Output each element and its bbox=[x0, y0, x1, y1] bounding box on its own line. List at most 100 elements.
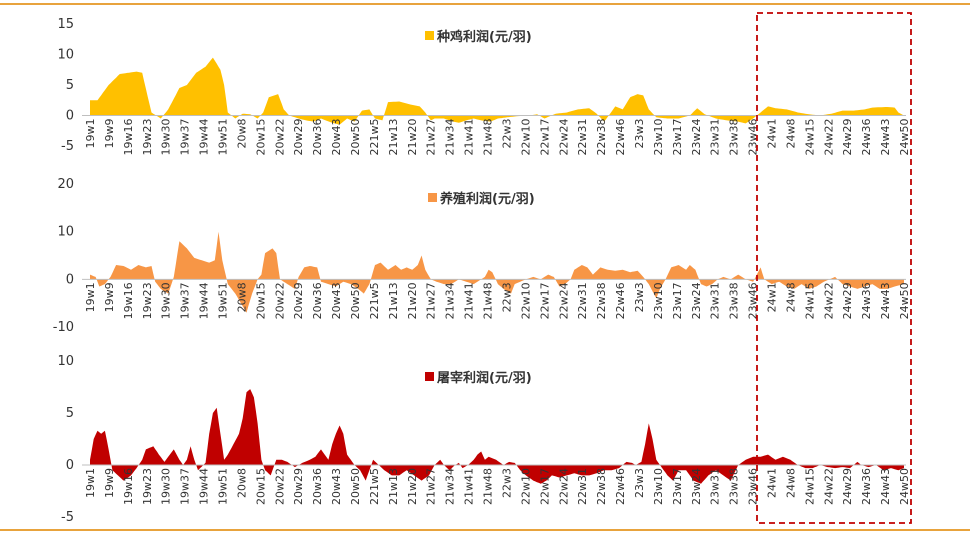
x-tick-label: 23w10 bbox=[652, 119, 665, 156]
x-tick-label: 221w5 bbox=[368, 282, 381, 319]
x-tick-label: 24w50 bbox=[898, 282, 911, 319]
x-tick-label: 22w46 bbox=[614, 468, 627, 505]
x-tick-label: 24w22 bbox=[822, 468, 835, 505]
x-tick-label: 19w23 bbox=[141, 119, 154, 156]
x-tick-label: 24w36 bbox=[860, 119, 873, 156]
y-tick-label: -5 bbox=[61, 139, 74, 154]
x-tick-label: 20w15 bbox=[254, 282, 267, 319]
x-tick-label: 19w44 bbox=[198, 468, 211, 505]
x-tick-label: 20w22 bbox=[273, 282, 286, 319]
x-tick-label: 20w50 bbox=[349, 468, 362, 505]
x-tick-label: 20w15 bbox=[254, 468, 267, 505]
x-tick-label: 21w41 bbox=[463, 119, 476, 156]
x-tick-label: 21w34 bbox=[444, 282, 457, 319]
x-tick-label: 23w38 bbox=[728, 282, 741, 319]
x-tick-label: 22w3 bbox=[500, 118, 513, 148]
y-tick-label: 10 bbox=[57, 354, 74, 369]
x-tick-label: 19w1 bbox=[84, 119, 97, 149]
chart-panel-slaughter-profit: 10 5 0 -5 19w1 19w9 19w16 19w23 19w30 19w37 19w44 1… bbox=[57, 354, 911, 525]
y-tick-label: 5 bbox=[66, 78, 74, 93]
x-tick-label: 23w38 bbox=[728, 119, 741, 156]
x-tick-label: 23w3 bbox=[633, 282, 646, 312]
y-tick-label: 10 bbox=[57, 48, 74, 63]
chart-panel-breeder-profit: 15 10 5 0 -5 19w1 19w9 19w16 19w23 19w30 19w37 19w4… bbox=[57, 17, 911, 156]
x-tick-label: 23w24 bbox=[690, 468, 703, 505]
x-tick-label: 23w10 bbox=[652, 282, 665, 319]
x-tick-label: 22w17 bbox=[538, 282, 551, 319]
y-tick-label: -10 bbox=[53, 320, 74, 335]
highlight-box-2024 bbox=[756, 12, 912, 524]
x-tick-label: 22w38 bbox=[595, 282, 608, 319]
x-tick-label: 20w22 bbox=[273, 119, 286, 156]
y-tick-label: 10 bbox=[57, 225, 74, 240]
x-tick-label: 24w1 bbox=[765, 282, 778, 312]
x-tick-label: 20w43 bbox=[330, 119, 343, 156]
x-tick-label: 23w31 bbox=[709, 119, 722, 156]
series-area bbox=[90, 57, 904, 125]
x-tick-label: 19w44 bbox=[198, 119, 211, 156]
x-tick-label: 22w3 bbox=[500, 468, 513, 498]
x-tick-label: 24w50 bbox=[898, 468, 911, 505]
x-tick-label: 22w24 bbox=[557, 119, 570, 156]
y-tick-label: 0 bbox=[66, 109, 74, 124]
x-tick-label: 22w46 bbox=[614, 119, 627, 156]
x-tick-label: 24w1 bbox=[765, 119, 778, 149]
x-tick-label: 22w24 bbox=[557, 468, 570, 505]
x-tick-label: 24w8 bbox=[784, 468, 797, 498]
x-tick-label: 23w10 bbox=[652, 468, 665, 505]
x-tick-label: 19w9 bbox=[103, 119, 116, 149]
x-tick-label: 221w5 bbox=[368, 119, 381, 156]
chart-panel-farming-profit: 20 10 0 -10 19w1 19w9 19w16 19w23 19w30 19w37 19w4… bbox=[53, 177, 911, 335]
x-tick-label: 22w46 bbox=[614, 282, 627, 319]
x-tick-label: 20w8 bbox=[235, 282, 248, 312]
x-tick-label: 21w48 bbox=[482, 282, 495, 319]
x-tick-label: 20w43 bbox=[330, 282, 343, 319]
x-tick-label: 24w22 bbox=[822, 119, 835, 156]
x-tick-label: 23w24 bbox=[690, 119, 703, 156]
x-tick-label: 21w13 bbox=[387, 468, 400, 505]
bottom-border-line bbox=[0, 529, 970, 531]
x-tick-label: 20w8 bbox=[235, 119, 248, 149]
x-tick-label: 24w8 bbox=[784, 282, 797, 312]
x-tick-label: 23w17 bbox=[671, 468, 684, 505]
series-area bbox=[90, 231, 904, 313]
x-tick-label: 23w3 bbox=[633, 119, 646, 149]
x-tick-label: 19w16 bbox=[122, 468, 135, 505]
x-tick-label: 22w17 bbox=[538, 119, 551, 156]
x-tick-label: 22w10 bbox=[519, 468, 532, 505]
x-tick-label: 22w38 bbox=[595, 468, 608, 505]
series-area bbox=[90, 389, 904, 484]
x-tick-label: 21w27 bbox=[425, 468, 438, 505]
y-tick-label: -5 bbox=[61, 510, 74, 525]
x-tick-label: 19w23 bbox=[141, 282, 154, 319]
top-border-line bbox=[0, 3, 970, 5]
y-tick-label: 0 bbox=[66, 458, 74, 473]
x-tick-label: 21w20 bbox=[406, 119, 419, 156]
x-tick-label: 20w29 bbox=[292, 468, 305, 505]
x-tick-label: 23w3 bbox=[633, 468, 646, 498]
x-tick-label: 21w20 bbox=[406, 282, 419, 319]
x-tick-label: 21w41 bbox=[463, 468, 476, 505]
legend-label: 养殖利润(元/羽) bbox=[439, 191, 535, 207]
x-tick-label: 20w8 bbox=[235, 468, 248, 498]
x-tick-label: 19w9 bbox=[103, 282, 116, 312]
x-tick-label: 24w29 bbox=[841, 119, 854, 156]
y-tick-label: 15 bbox=[57, 17, 74, 32]
x-tick-label: 19w1 bbox=[84, 468, 97, 498]
x-tick-label: 23w31 bbox=[709, 468, 722, 505]
y-tick-label: 0 bbox=[66, 272, 74, 287]
x-tick-label: 22w17 bbox=[538, 468, 551, 505]
x-tick-label: 22w38 bbox=[595, 119, 608, 156]
x-tick-label: 20w29 bbox=[292, 282, 305, 319]
x-tick-label: 24w43 bbox=[879, 119, 892, 156]
x-tick-label: 21w27 bbox=[425, 282, 438, 319]
x-tick-label: 19w30 bbox=[160, 119, 173, 156]
x-tick-label: 19w23 bbox=[141, 468, 154, 505]
x-tick-label: 20w50 bbox=[349, 282, 362, 319]
x-tick-label: 24w1 bbox=[765, 468, 778, 498]
x-tick-label: 20w36 bbox=[311, 282, 324, 319]
x-tick-label: 22w3 bbox=[500, 282, 513, 312]
x-tick-label: 24w36 bbox=[860, 282, 873, 319]
x-tick-label: 24w43 bbox=[879, 282, 892, 319]
x-tick-label: 19w9 bbox=[103, 468, 116, 498]
